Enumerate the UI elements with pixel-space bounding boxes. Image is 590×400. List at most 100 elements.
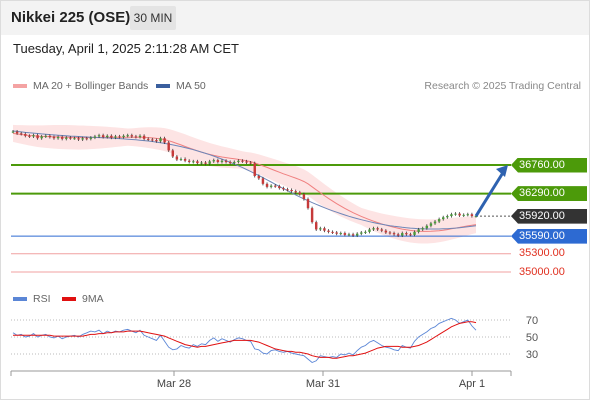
candle-body xyxy=(392,233,396,235)
candle-body xyxy=(294,191,297,193)
candle-body xyxy=(355,233,359,236)
candle-body xyxy=(290,189,293,192)
rsi-ma9-line xyxy=(13,321,477,359)
candle-body xyxy=(200,162,203,164)
candle-body xyxy=(183,158,187,161)
candle-body xyxy=(175,156,179,160)
candle-body xyxy=(376,228,379,230)
candle-body xyxy=(454,213,457,215)
x-tick-label: Mar 28 xyxy=(157,378,191,390)
candle-body xyxy=(151,139,154,141)
candle-body xyxy=(470,214,474,217)
candle-body xyxy=(335,232,338,234)
legend-rsi-ma9: 9MA xyxy=(62,293,104,305)
candle-body xyxy=(97,135,101,137)
candle-body xyxy=(155,140,158,142)
candle-body xyxy=(310,208,314,223)
candle-body xyxy=(44,135,47,137)
candle-body xyxy=(388,232,392,234)
candle-body xyxy=(138,135,142,138)
rsi-tick-label: 50 xyxy=(526,332,538,344)
rsi-swatch xyxy=(13,297,27,301)
candle-body xyxy=(40,136,43,139)
candle-body xyxy=(245,161,248,163)
candle-body xyxy=(126,135,129,137)
candle-body xyxy=(302,194,306,200)
candle-body xyxy=(233,161,236,164)
candle-body xyxy=(401,233,404,236)
candle-body xyxy=(257,175,261,179)
candle-body xyxy=(106,135,109,138)
candle-body xyxy=(11,131,15,133)
level-label-support-minor: 35300.00 xyxy=(519,247,565,260)
candle-body xyxy=(343,233,347,235)
candle-body xyxy=(171,150,175,157)
rsi-ma9-label: 9MA xyxy=(82,293,104,305)
candle-body xyxy=(163,138,166,143)
candle-body xyxy=(36,135,39,139)
candle-body xyxy=(114,136,117,138)
candle-body xyxy=(69,137,72,139)
rsi-ma9-swatch xyxy=(62,297,76,301)
candle-body xyxy=(314,222,318,230)
candle-body xyxy=(56,137,60,139)
legend-ma20: MA 20 + Bollinger Bands xyxy=(13,80,148,92)
candle-body xyxy=(77,138,80,140)
candle-body xyxy=(433,221,437,224)
bollinger-band xyxy=(13,124,476,244)
level-label-resistance: 36290.00 xyxy=(511,186,587,202)
ma20-label: MA 20 + Bollinger Bands xyxy=(33,80,149,92)
candle-body xyxy=(442,217,445,220)
candle-body xyxy=(446,216,449,218)
candle-body xyxy=(458,213,461,216)
candle-body xyxy=(409,234,412,236)
candle-body xyxy=(351,234,355,236)
candle-body xyxy=(237,160,240,162)
candle-body xyxy=(241,160,244,162)
candle-body xyxy=(396,234,400,236)
projection-arrow-head xyxy=(496,165,508,177)
candle-body xyxy=(253,163,256,176)
candle-body xyxy=(85,138,88,140)
candle-body xyxy=(360,232,363,234)
ma50-line xyxy=(12,130,477,230)
candle-body xyxy=(130,135,134,137)
candle-body xyxy=(220,160,224,162)
candle-body xyxy=(421,228,424,230)
candle-body xyxy=(323,228,326,231)
x-tick-label: Apr 1 xyxy=(459,378,485,390)
candle-body xyxy=(208,161,211,164)
candle-body xyxy=(347,234,351,236)
candle-body xyxy=(286,189,289,191)
candle-body xyxy=(167,142,170,151)
candle-body xyxy=(146,138,150,140)
candle-body xyxy=(429,223,433,226)
candle-body xyxy=(474,216,478,218)
candle-body xyxy=(60,137,64,139)
candle-body xyxy=(101,135,105,138)
candle-body xyxy=(319,228,322,230)
candle-body xyxy=(466,214,470,216)
candle-body xyxy=(179,158,183,160)
candle-body xyxy=(298,192,302,195)
candle-body xyxy=(159,138,162,142)
candle-body xyxy=(405,233,408,235)
candle-body xyxy=(339,233,343,235)
candle-body xyxy=(364,231,367,233)
ma50-swatch xyxy=(156,84,170,88)
candle-body xyxy=(269,185,273,187)
candle-body xyxy=(384,230,388,233)
candle-body xyxy=(93,136,97,138)
rsi-line xyxy=(12,317,477,364)
candle-body xyxy=(52,137,56,139)
projection-arrow-shaft xyxy=(474,170,506,217)
candle-body xyxy=(212,160,215,162)
ma50-label: MA 50 xyxy=(176,80,206,92)
candle-body xyxy=(278,186,281,189)
level-label-support: 35590.00 xyxy=(511,228,587,244)
candle-body xyxy=(24,133,27,136)
candle-body xyxy=(249,162,252,164)
candle-body xyxy=(32,135,35,137)
timeframe-button[interactable]: 30 MIN xyxy=(130,6,176,30)
